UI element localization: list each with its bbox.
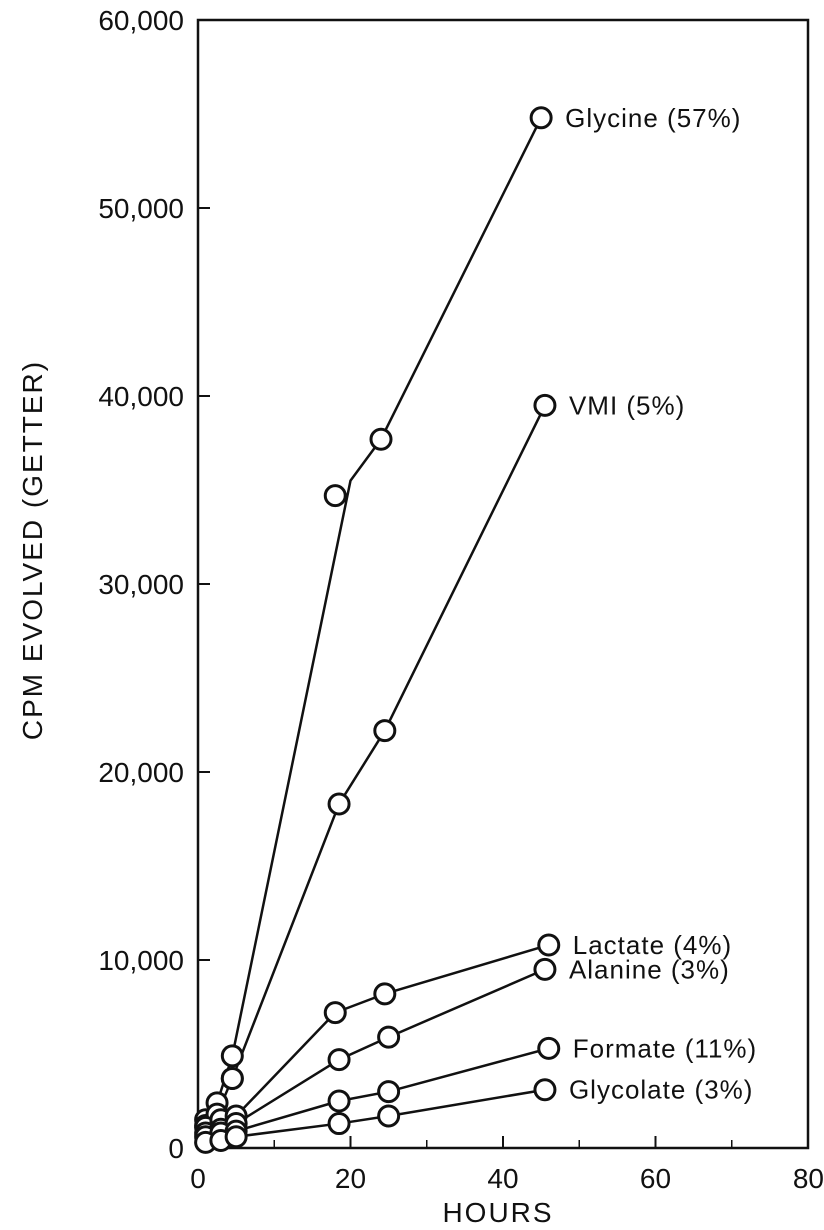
data-point-lactate-4 xyxy=(323,1001,347,1025)
x-axis-title: HOURS xyxy=(442,1197,553,1228)
x-tick-label: 0 xyxy=(190,1163,206,1194)
series-label-glycine-57: Glycine (57%) xyxy=(565,103,741,133)
data-point-vmi-5 xyxy=(327,792,351,816)
data-point-alanine-3 xyxy=(327,1048,351,1072)
data-point-vmi-5 xyxy=(220,1066,244,1090)
x-tick-label: 40 xyxy=(487,1163,518,1194)
data-point-glycine-57 xyxy=(529,106,553,130)
series-labels: Glycine (57%) VMI (5%) Lactate (4%)Alanine… xyxy=(565,103,757,1105)
series-label-formate-11: Formate (11%) xyxy=(573,1033,757,1063)
data-point-glycolate-3 xyxy=(224,1125,248,1149)
y-tick-label: 10,000 xyxy=(98,945,184,976)
series-label-vmi-5: VMI (5%) xyxy=(569,390,685,420)
data-point-formate-11 xyxy=(327,1089,351,1113)
series-line-vmi-5 xyxy=(204,404,547,1127)
x-tick-label: 60 xyxy=(640,1163,671,1194)
data-point-glycine-57 xyxy=(220,1044,244,1068)
data-point-lactate-4 xyxy=(373,982,397,1006)
data-point-lactate-4 xyxy=(537,933,561,957)
series-label-glycolate-3: Glycolate (3%) xyxy=(569,1075,754,1105)
data-point-formate-11 xyxy=(377,1080,401,1104)
data-point-glycolate-3 xyxy=(533,1078,557,1102)
y-tick-label: 40,000 xyxy=(98,381,184,412)
x-tick-label: 80 xyxy=(793,1163,824,1194)
data-point-alanine-3 xyxy=(533,957,557,981)
series-label-alanine-3: Alanine (3%) xyxy=(569,954,730,984)
axis-ticks: 0 10,000 20,000 30,000 40,000 50,000 60,000 0 20… xyxy=(98,5,824,1194)
data-point-glycine-57 xyxy=(369,427,393,451)
y-tick-label: 50,000 xyxy=(98,193,184,224)
series-markers xyxy=(194,106,561,1154)
y-tick-label: 20,000 xyxy=(98,757,184,788)
data-point-alanine-3 xyxy=(377,1025,401,1049)
x-tick-label: 20 xyxy=(335,1163,366,1194)
y-tick-label: 0 xyxy=(168,1133,184,1164)
data-point-formate-11 xyxy=(537,1036,561,1060)
y-tick-label: 60,000 xyxy=(98,5,184,36)
data-point-vmi-5 xyxy=(533,393,557,417)
data-point-glycolate-3 xyxy=(327,1112,351,1136)
series-line-glycine-57 xyxy=(204,117,543,1121)
series-label-lactate-4: Lactate (4%) xyxy=(573,930,732,960)
data-point-glycolate-3 xyxy=(377,1104,401,1128)
y-tick-label: 30,000 xyxy=(98,569,184,600)
y-axis-title: CPM EVOLVED (GETTER) xyxy=(17,360,48,740)
data-point-glycine-57 xyxy=(323,484,347,508)
data-point-vmi-5 xyxy=(373,719,397,743)
series-line-glycolate-3 xyxy=(205,1088,546,1144)
